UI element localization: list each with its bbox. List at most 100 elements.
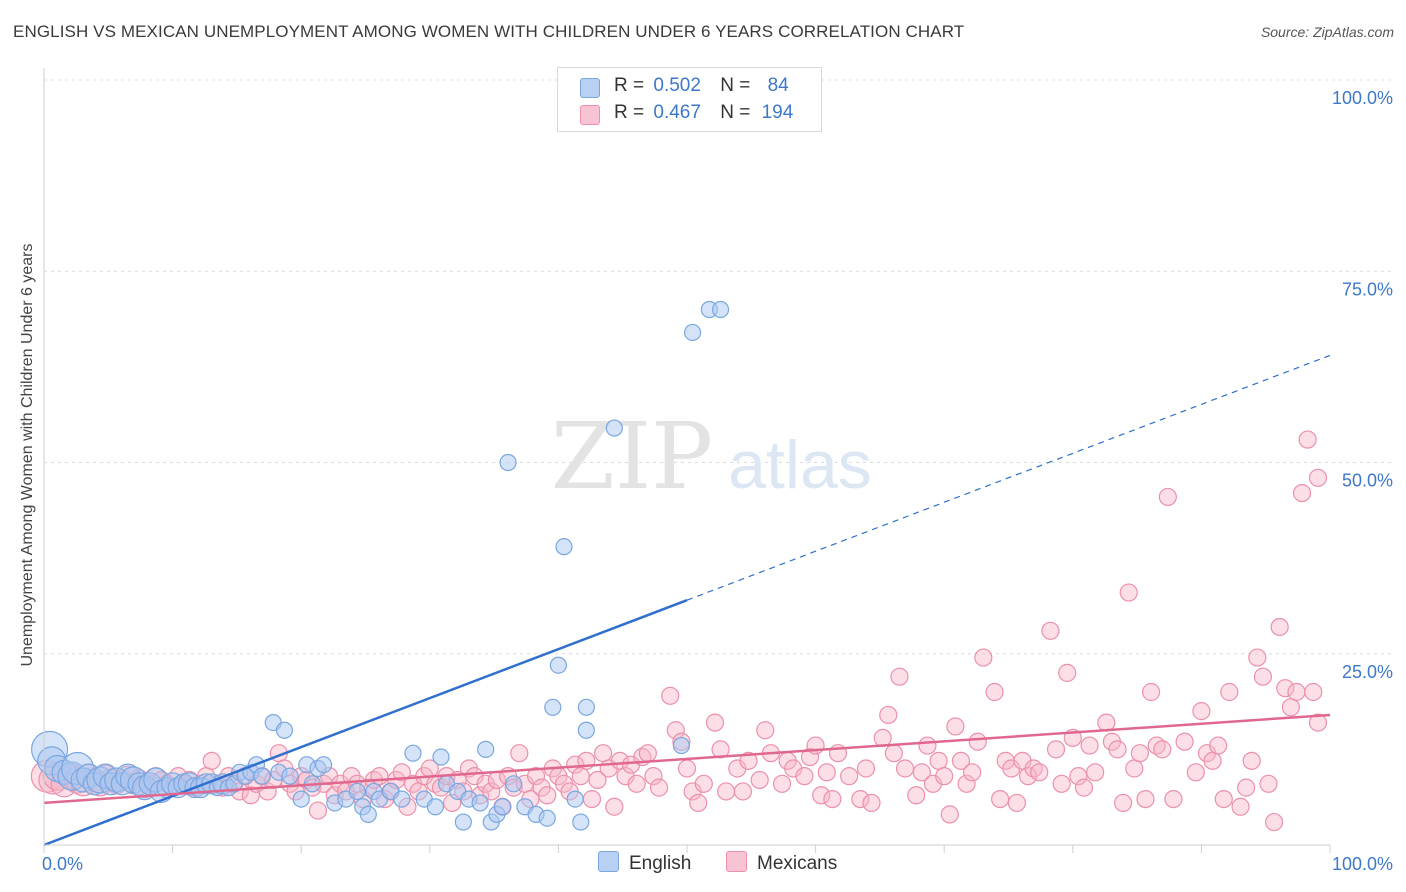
english-point bbox=[572, 813, 590, 831]
grid-layer bbox=[44, 79, 1392, 655]
mexicans-point bbox=[1298, 430, 1317, 449]
mexicans-point bbox=[1304, 682, 1323, 702]
english-point bbox=[505, 775, 523, 793]
mexicans-point bbox=[605, 797, 624, 816]
y-tick-label: 100.0% bbox=[1332, 88, 1393, 108]
mexicans-point bbox=[739, 751, 758, 770]
mexicans-point bbox=[968, 732, 987, 751]
chart-title: ENGLISH VS MEXICAN UNEMPLOYMENT AMONG WO… bbox=[13, 22, 965, 41]
mexicans-point bbox=[1175, 732, 1194, 751]
mexicans-point bbox=[907, 786, 926, 805]
correlation-legend: R = 0.502 N = 84 R = 0.467 N = 194 bbox=[557, 67, 822, 132]
trend-lines bbox=[43, 354, 1331, 847]
watermark-atlas: atlas bbox=[728, 427, 872, 503]
mexicans-point bbox=[895, 759, 915, 778]
mexicans-point bbox=[627, 774, 646, 793]
mexicans-point bbox=[1192, 702, 1211, 721]
mexicans-point bbox=[1287, 682, 1306, 702]
mexicans-point bbox=[772, 774, 792, 793]
english-point bbox=[477, 740, 495, 758]
mexicans-point bbox=[951, 751, 971, 770]
english-point bbox=[711, 300, 730, 319]
mexicans-point bbox=[985, 682, 1004, 702]
english-point bbox=[454, 813, 472, 831]
mexicans-point bbox=[566, 755, 585, 774]
mexicans-point bbox=[756, 721, 775, 740]
mexicans-trend-line bbox=[43, 713, 1331, 805]
mexicans-point bbox=[1259, 774, 1278, 793]
x-tick-label: 0.0% bbox=[42, 854, 83, 874]
english-point bbox=[672, 736, 691, 755]
mexicans-point bbox=[795, 767, 814, 786]
mexicans-point bbox=[1158, 487, 1177, 507]
mexicans-point bbox=[571, 767, 590, 786]
legend-r-value: 0.502 bbox=[653, 75, 701, 96]
axis-layer: 25.0% 50.0% 75.0% 100.0% 0.0% 100.0% bbox=[42, 68, 1393, 874]
mexicans-point bbox=[1080, 736, 1099, 755]
mexicans-point bbox=[1242, 751, 1261, 770]
watermark: ZIP atlas bbox=[551, 403, 872, 510]
mexicans-point bbox=[1203, 751, 1222, 770]
english-point bbox=[426, 798, 444, 816]
mexicans-point bbox=[750, 770, 769, 790]
english-point bbox=[275, 721, 294, 739]
english-point bbox=[348, 782, 366, 801]
mexicans-point bbox=[1220, 682, 1239, 702]
mexicans-point bbox=[1125, 759, 1144, 778]
mexicans-point bbox=[241, 786, 260, 805]
english-point bbox=[499, 453, 517, 472]
mexicans-point bbox=[588, 770, 607, 790]
english-point bbox=[577, 721, 595, 739]
english-point bbox=[404, 744, 422, 762]
mexicans-point bbox=[1186, 763, 1205, 782]
mexicans-point bbox=[694, 774, 713, 793]
bottom-legend-english: English bbox=[598, 851, 691, 877]
mexicans-point bbox=[308, 801, 328, 820]
mexicans-point bbox=[638, 744, 657, 763]
mexicans-point bbox=[1141, 682, 1161, 702]
mexicans-point bbox=[392, 763, 411, 782]
y-tick-label: 75.0% bbox=[1342, 279, 1393, 299]
english-trend-extension bbox=[686, 354, 1331, 601]
mexicans-point bbox=[1041, 621, 1060, 640]
mexicans-point bbox=[1209, 736, 1228, 755]
english-point bbox=[683, 323, 702, 342]
mexicans-point bbox=[957, 774, 976, 793]
mexicans-point bbox=[677, 759, 697, 778]
source-label: Source: ZipAtlas.com bbox=[1260, 24, 1394, 40]
mexicans-point bbox=[1237, 778, 1256, 797]
mexicans-point bbox=[538, 786, 557, 805]
english-point bbox=[292, 790, 310, 808]
legend-n-value: 84 bbox=[767, 75, 789, 96]
mexicans-point bbox=[1292, 484, 1312, 503]
mexicans-point bbox=[817, 763, 836, 782]
english-point bbox=[544, 698, 562, 716]
mexicans-point bbox=[594, 744, 613, 763]
mexicans-point bbox=[1069, 767, 1088, 786]
mexicans-point bbox=[582, 789, 602, 809]
mexicans-point bbox=[1164, 789, 1183, 809]
mexicans-point bbox=[1308, 468, 1328, 487]
legend-r-value: 0.467 bbox=[653, 102, 701, 123]
mexicans-point bbox=[879, 705, 898, 725]
legend-n-label: N = bbox=[720, 102, 751, 123]
english-legend-label: English bbox=[629, 853, 692, 874]
english-point bbox=[432, 748, 450, 766]
mexicans-point bbox=[666, 721, 685, 740]
mexicans-point bbox=[1270, 617, 1289, 637]
legend-n-value: 194 bbox=[761, 102, 794, 123]
mexicans-point bbox=[1007, 793, 1026, 813]
mexicans-point bbox=[482, 782, 501, 801]
mexicans-point bbox=[1253, 667, 1273, 686]
y-axis-label: Unemployment Among Women with Children U… bbox=[19, 243, 36, 667]
mexicans-point bbox=[1136, 789, 1155, 809]
mexicans-point bbox=[800, 747, 820, 767]
mexicans-swatch bbox=[580, 105, 600, 125]
mexicans-point bbox=[1130, 744, 1149, 763]
english-point bbox=[281, 767, 299, 785]
english-series bbox=[30, 300, 730, 831]
mexicans-point bbox=[963, 763, 982, 782]
english-point bbox=[314, 756, 333, 774]
mexicans-point bbox=[935, 767, 954, 786]
